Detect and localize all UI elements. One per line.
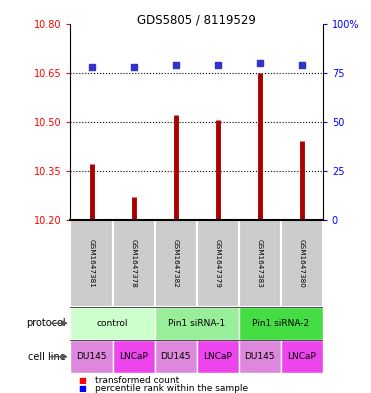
- Text: GSM1647382: GSM1647382: [173, 239, 178, 288]
- Text: control: control: [97, 319, 128, 328]
- Bar: [239, 307, 323, 340]
- Text: Pin1 siRNA-2: Pin1 siRNA-2: [252, 319, 309, 328]
- Bar: [197, 220, 239, 307]
- Bar: [155, 220, 197, 307]
- Text: percentile rank within the sample: percentile rank within the sample: [95, 384, 248, 393]
- Bar: [239, 220, 281, 307]
- Point: [173, 62, 178, 68]
- Text: transformed count: transformed count: [95, 376, 179, 385]
- Text: GDS5805 / 8119529: GDS5805 / 8119529: [137, 14, 256, 27]
- Bar: [197, 340, 239, 373]
- Text: protocol: protocol: [26, 318, 65, 328]
- Text: LNCaP: LNCaP: [287, 352, 316, 361]
- Text: GSM1647379: GSM1647379: [215, 239, 221, 288]
- Bar: [70, 307, 155, 340]
- Bar: [281, 340, 323, 373]
- Bar: [239, 340, 281, 373]
- Text: LNCaP: LNCaP: [119, 352, 148, 361]
- Bar: [70, 220, 112, 307]
- Text: Pin1 siRNA-1: Pin1 siRNA-1: [168, 319, 225, 328]
- Bar: [112, 220, 155, 307]
- Point: [131, 64, 137, 70]
- Text: LNCaP: LNCaP: [203, 352, 232, 361]
- Text: GSM1647381: GSM1647381: [89, 239, 95, 288]
- Point: [215, 62, 221, 68]
- Text: ■: ■: [78, 376, 86, 385]
- Text: ■: ■: [78, 384, 86, 393]
- Bar: [281, 220, 323, 307]
- Point: [299, 62, 305, 68]
- Text: GSM1647383: GSM1647383: [257, 239, 263, 288]
- Bar: [155, 307, 239, 340]
- Bar: [112, 340, 155, 373]
- Text: DU145: DU145: [244, 352, 275, 361]
- Point: [257, 60, 263, 66]
- Point: [89, 64, 95, 70]
- Text: DU145: DU145: [160, 352, 191, 361]
- Text: GSM1647380: GSM1647380: [299, 239, 305, 288]
- Bar: [70, 340, 112, 373]
- Text: cell line: cell line: [28, 352, 65, 362]
- Text: DU145: DU145: [76, 352, 107, 361]
- Bar: [155, 340, 197, 373]
- Text: GSM1647378: GSM1647378: [131, 239, 137, 288]
